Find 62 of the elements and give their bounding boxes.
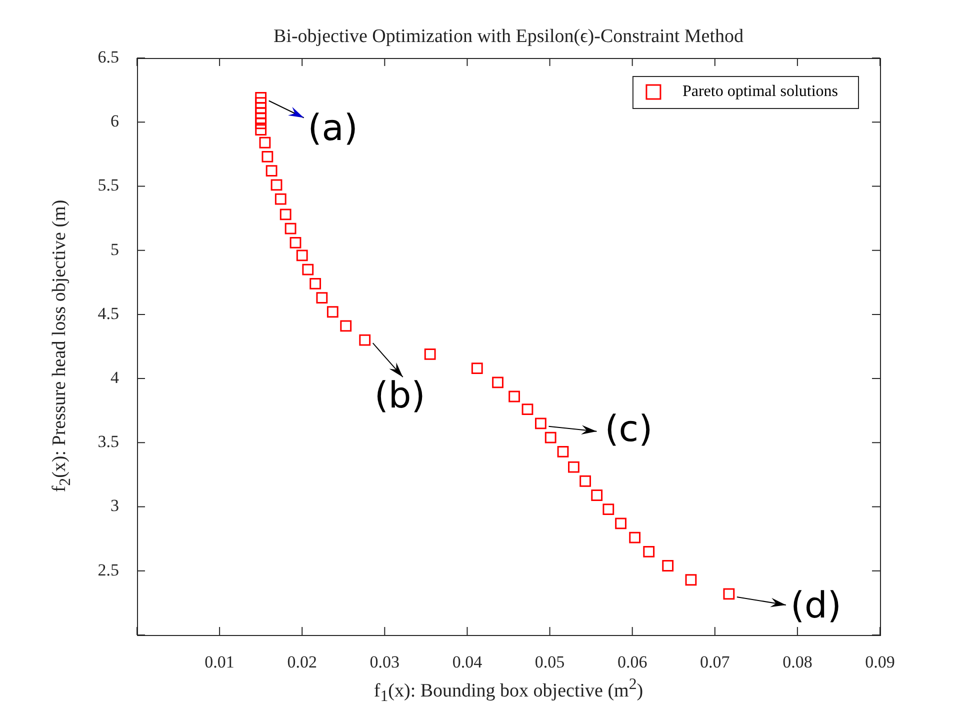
point: [662, 560, 674, 572]
point: [580, 475, 591, 487]
point: [629, 532, 641, 544]
point: [310, 278, 322, 290]
point: [262, 151, 274, 162]
y-tick-label: 4: [110, 368, 120, 388]
point: [280, 208, 292, 220]
point: [557, 446, 569, 458]
point: [302, 264, 314, 276]
point: [255, 124, 267, 136]
point: [266, 165, 278, 177]
point: [568, 461, 580, 473]
point: [255, 97, 267, 109]
chart-title: Bi-objective Optimization with Epsilon(ϵ)-Constraint Method: [272, 26, 744, 48]
x-tick-label: 0.08: [782, 652, 812, 672]
point: [284, 222, 296, 234]
x-tick-label: 0.05: [534, 652, 565, 672]
x-tick-label: 0.04: [452, 652, 483, 672]
y-tick-label: 2.5: [98, 560, 119, 580]
x-tick-label: 0.06: [617, 652, 648, 672]
annotation: (d): [790, 585, 842, 626]
y-tick-label: 3: [110, 496, 119, 516]
x-tick-label: 0.01: [204, 652, 234, 672]
point: [615, 518, 626, 530]
point: [522, 404, 534, 416]
point: [424, 348, 436, 360]
point: [274, 193, 286, 205]
y-tick-label: 5.5: [98, 176, 119, 195]
point: [544, 432, 556, 444]
y-tick-label: 3.5: [98, 432, 119, 452]
x-tick-label: 0.02: [287, 652, 317, 672]
point: [326, 306, 338, 318]
y-tick-label: 4.5: [98, 304, 119, 323]
point: [685, 574, 697, 586]
y-tick-label: 6.5: [98, 47, 119, 66]
annotation: (a): [308, 108, 358, 150]
point: [259, 136, 271, 148]
annotation: (b): [374, 375, 426, 416]
point: [534, 418, 546, 430]
x-tick-label: 0.07: [700, 652, 730, 672]
x-tick-label: 0.09: [865, 652, 895, 672]
y-tick-label: 5: [110, 240, 119, 259]
legend-label: Pareto optimal solutions: [682, 83, 838, 100]
point: [492, 376, 504, 388]
point: [643, 546, 655, 558]
point: [296, 250, 308, 262]
annotation: (c): [604, 408, 653, 450]
point: [723, 588, 735, 600]
point: [270, 179, 282, 191]
point: [591, 490, 603, 501]
point: [255, 92, 267, 104]
y-tick-label: 6: [110, 112, 119, 131]
point: [602, 504, 614, 516]
point: [316, 292, 328, 304]
x-axis-title: f$_{1}$(x): Bounding box objective (m$^{2}$): [372, 676, 644, 706]
point: [255, 118, 267, 130]
point: [471, 362, 483, 374]
point: [508, 390, 520, 402]
x-tick-label: 0.03: [370, 652, 400, 672]
point: [340, 320, 352, 332]
point: [290, 236, 302, 248]
point: [359, 334, 371, 346]
